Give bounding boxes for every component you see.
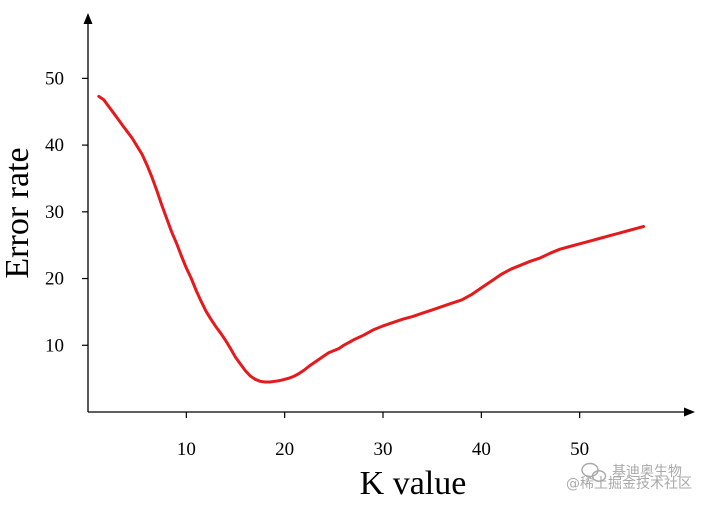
x-axis-arrow-icon (684, 407, 695, 417)
y-tick-label: 50 (45, 68, 64, 89)
y-axis-ticks: 10 20 30 40 50 (45, 68, 88, 356)
x-axis-title: K value (360, 465, 467, 502)
y-tick-label: 10 (45, 335, 64, 356)
y-tick-label: 40 (45, 135, 64, 156)
x-tick-label: 10 (177, 439, 196, 460)
y-axis-arrow-icon (83, 13, 93, 24)
y-tick-label: 20 (45, 269, 64, 290)
x-tick-label: 30 (374, 439, 393, 460)
watermark-title: 基迪奥生物 (612, 463, 682, 480)
watermark: 基迪奥生物 @稀土掘金技术社区 (566, 462, 692, 492)
y-axis-title: Error rate (0, 147, 36, 278)
series-layer (97, 94, 646, 384)
wechat-logo-icon (581, 462, 607, 482)
watermark-subtitle: @稀土掘金技术社区 (566, 476, 692, 492)
y-tick-label: 30 (45, 202, 64, 223)
x-tick-label: 40 (472, 439, 491, 460)
x-tick-label: 50 (570, 439, 589, 460)
error-rate-series-line (97, 94, 646, 384)
x-axis-ticks: 10 20 30 40 50 (177, 412, 589, 460)
x-tick-label: 20 (275, 439, 294, 460)
